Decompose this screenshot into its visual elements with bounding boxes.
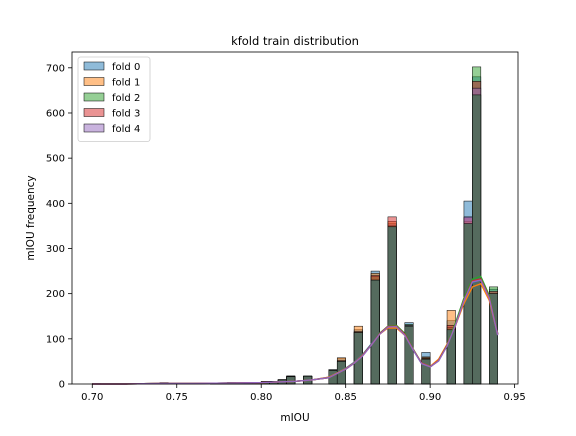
legend-label-0: fold 0 <box>112 62 140 73</box>
y-tick-label-5: 500 <box>46 154 65 165</box>
bar-overlap-0.9275 <box>472 95 480 384</box>
y-tick-label-7: 700 <box>46 63 65 74</box>
y-tick-label-4: 400 <box>46 199 65 210</box>
x-tick-label-4: 0.90 <box>419 392 441 403</box>
x-tick-label-5: 0.95 <box>503 392 525 403</box>
y-tick-label-2: 200 <box>46 289 65 300</box>
x-tick-label-1: 0.75 <box>166 392 188 403</box>
legend-label-2: fold 2 <box>112 93 140 104</box>
y-tick-label-1: 100 <box>46 334 65 345</box>
legend: fold 0 fold 1 fold 2 fold 3 fold 4 <box>78 57 150 142</box>
bar-overlap-0.8675 <box>371 280 379 384</box>
y-axis-label: mIOU frequency <box>25 175 37 260</box>
y-tick-label-3: 300 <box>46 244 65 255</box>
x-tick-label-0: 0.70 <box>81 392 103 403</box>
x-tick-label-3: 0.85 <box>335 392 357 403</box>
legend-swatch-3 <box>84 109 104 117</box>
y-tick-label-0: 0 <box>59 380 65 391</box>
legend-swatch-4 <box>84 124 104 132</box>
chart-title: kfold train distribution <box>231 34 359 48</box>
legend-swatch-1 <box>84 78 104 86</box>
legend-swatch-2 <box>84 93 104 101</box>
bar-overlap-0.9125 <box>447 330 455 384</box>
x-tick-label-2: 0.80 <box>250 392 272 403</box>
legend-label-4: fold 4 <box>112 124 140 135</box>
bar-overlap-0.8975 <box>422 359 430 384</box>
legend-label-1: fold 1 <box>112 78 140 89</box>
bar-overlap-0.8175 <box>287 377 295 384</box>
legend-swatch-0 <box>84 62 104 70</box>
bar-overlap-0.9225 <box>464 224 472 384</box>
x-axis-label: mIOU <box>280 412 309 424</box>
legend-label-3: fold 3 <box>112 109 140 120</box>
bar-overlap-0.8775 <box>388 227 396 384</box>
y-tick-label-6: 600 <box>46 108 65 119</box>
